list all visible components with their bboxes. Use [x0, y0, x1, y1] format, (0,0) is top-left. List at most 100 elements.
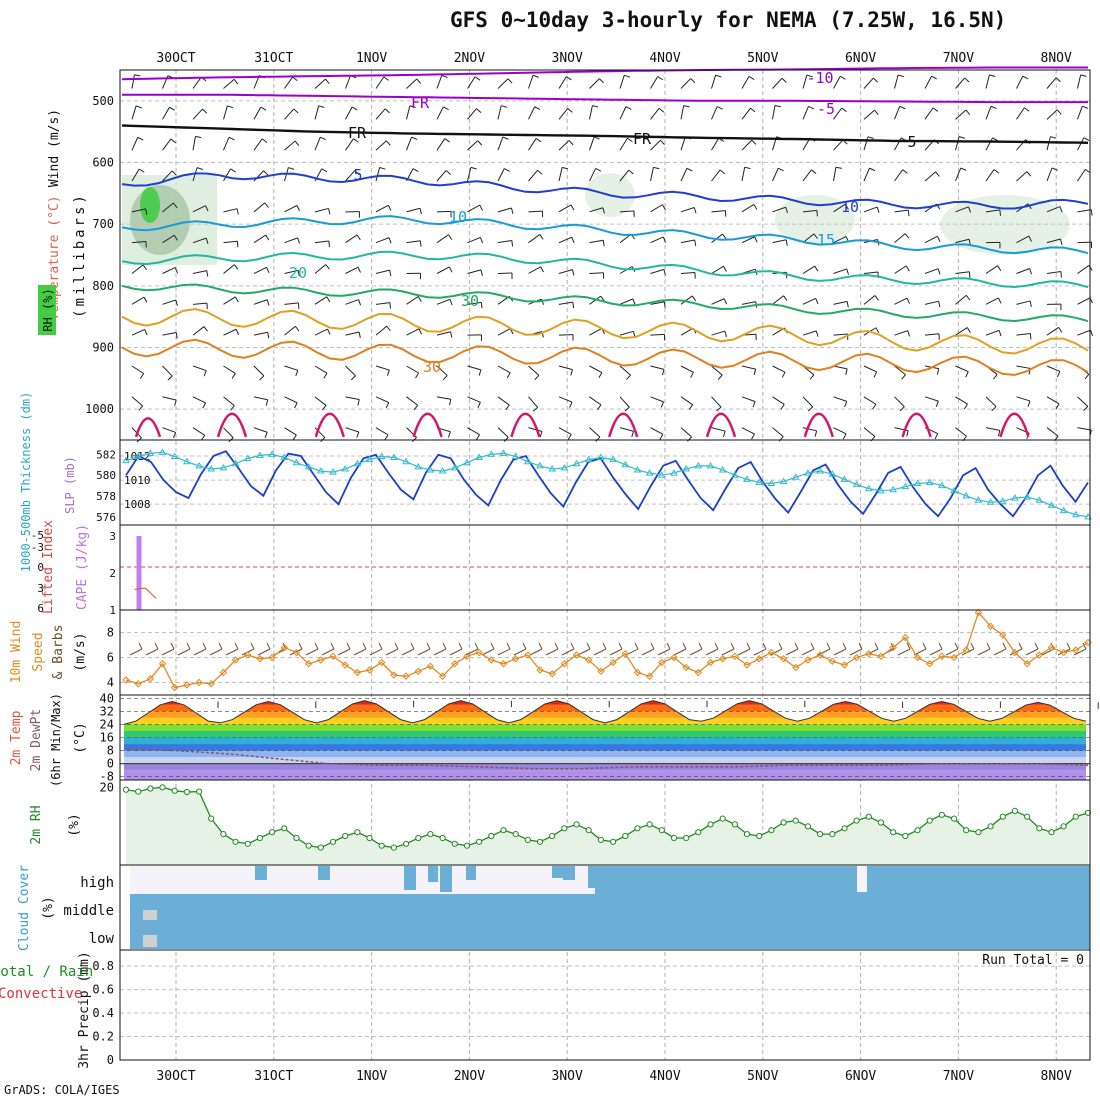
wind-barb-flag: [173, 432, 175, 438]
surface-wind-barb-flag: [443, 643, 446, 649]
wind-barb-flag: [504, 437, 508, 441]
contour-label: -5: [817, 100, 835, 118]
surface-wind-barb: [658, 649, 670, 655]
wind-barb: [590, 240, 604, 242]
wind-barb: [1078, 106, 1083, 119]
wind-barb-flag: [659, 108, 664, 112]
wind-barb: [529, 170, 538, 181]
wind-barb-flag: [138, 137, 143, 140]
wind-barb: [864, 168, 869, 181]
surface-wind-barb-flag: [523, 643, 526, 649]
x-tick-label-bottom: 3NOV: [552, 1069, 583, 1084]
surface-wind-barb-flag: [1003, 643, 1006, 649]
wind-barb-flag: [445, 139, 450, 142]
surface-wind-barb: [434, 649, 446, 655]
wind-barb-flag: [227, 106, 233, 108]
wind-barb: [864, 296, 875, 305]
wind-barb-flag: [573, 302, 574, 308]
wind-barb-flag: [658, 76, 663, 79]
wind-barb-flag: [541, 267, 544, 272]
wind-barb: [773, 366, 786, 372]
wind-barb: [895, 210, 909, 212]
wind-barb-flag: [994, 170, 999, 174]
wind-barb: [1047, 78, 1056, 89]
surface-wind-barb-flag: [571, 643, 574, 649]
slp-line: [126, 451, 1088, 516]
wind-barb: [132, 329, 145, 335]
wind-barb-flag: [908, 210, 909, 216]
wind-barb-flag: [535, 375, 539, 379]
wind-barb-flag: [203, 403, 206, 408]
rh-marker: [257, 835, 262, 840]
wind-barb: [834, 167, 836, 181]
wind-barb-flag: [288, 168, 294, 170]
rh-marker: [684, 835, 689, 840]
wind-barb: [590, 137, 595, 150]
cloud-clear-low: [143, 935, 157, 947]
wind-barb: [315, 329, 328, 335]
wind-barb: [803, 266, 815, 273]
wind-barb-flag: [415, 373, 418, 378]
wind-barb-flag: [938, 269, 940, 275]
wind-barb: [132, 297, 144, 304]
surface-wind-barb: [210, 649, 222, 655]
wind-barb: [742, 366, 756, 369]
wind-barb: [498, 240, 512, 242]
surface-wind-barb: [946, 649, 958, 655]
contour-label: FR: [633, 130, 652, 148]
wind-barb: [193, 109, 203, 119]
wind-barb: [651, 76, 658, 88]
temp-color-band: [124, 705, 1086, 712]
wind-barb-flag: [991, 106, 997, 108]
wind-barb-flag: [933, 108, 938, 112]
temp-color-band: [124, 724, 1086, 731]
surface-wind-barb: [994, 649, 1006, 655]
cape-tick-label: 1: [109, 604, 116, 617]
wind-barb: [834, 140, 844, 150]
wind-barb-flag: [815, 431, 817, 437]
wind-barb-flag: [599, 79, 603, 83]
contour-label: 5: [907, 133, 916, 151]
wind-barb: [376, 270, 390, 273]
surface-wind-barb: [482, 649, 494, 655]
wind-barb: [254, 235, 266, 243]
rh-marker: [330, 839, 335, 844]
wind-barb: [163, 139, 171, 150]
wind-barb-flag: [420, 208, 421, 214]
wind-barb: [193, 397, 206, 403]
wind-barb: [895, 298, 908, 304]
rh-marker: [696, 830, 701, 835]
wind-barb-flag: [352, 107, 357, 110]
rh-marker: [245, 841, 250, 846]
wind-barb-flag: [594, 137, 600, 139]
wind-barb-flag: [965, 78, 969, 82]
wind-barb-flag: [387, 370, 389, 376]
wind-barb-flag: [389, 238, 391, 244]
wind-barb-flag: [295, 326, 299, 331]
wind-barb: [620, 75, 624, 88]
wind-barb: [651, 334, 665, 335]
wind-barb: [254, 107, 261, 119]
surface-wind-barb: [226, 649, 238, 655]
wind-barb: [224, 329, 237, 335]
wind-barb: [224, 137, 229, 150]
wind-barb: [315, 106, 319, 120]
cloud-block-high: [404, 866, 416, 890]
surface-wind-barb-flag: [651, 643, 654, 649]
wind-barb: [864, 366, 877, 372]
wind-barb: [498, 428, 508, 438]
wind-barb-flag: [754, 204, 757, 209]
wind-barb-flag: [229, 137, 234, 140]
wind-barb-flag: [624, 75, 630, 77]
rh-marker: [282, 826, 287, 831]
wind-barb: [346, 397, 360, 400]
wind-barb: [193, 303, 207, 304]
precip-tick-label: 0.2: [92, 1030, 114, 1044]
wind-barb-flag: [324, 373, 327, 378]
wind-barb: [132, 397, 143, 406]
rh-shade-core: [130, 185, 190, 255]
wind-barb-flag: [204, 327, 208, 332]
rh-marker: [197, 789, 202, 794]
rh2m-unit-label: (%): [67, 813, 82, 836]
rh-marker: [757, 833, 762, 838]
